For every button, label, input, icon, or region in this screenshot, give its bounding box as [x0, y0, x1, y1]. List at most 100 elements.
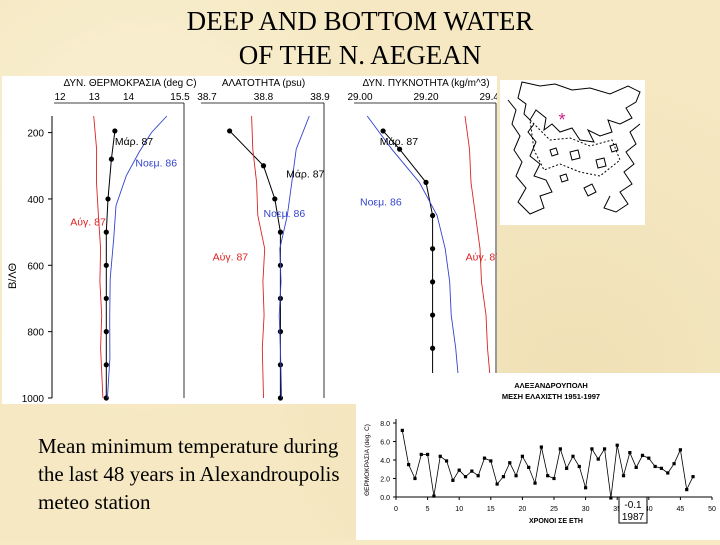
data-point — [666, 471, 669, 474]
data-point — [464, 475, 467, 478]
profile-point — [430, 246, 435, 251]
series-label: Νοεμ. 86 — [264, 208, 306, 220]
data-point — [533, 482, 536, 485]
x-tick-label: 38.7 — [197, 92, 217, 103]
depth-contour — [530, 120, 620, 176]
data-point — [616, 444, 619, 447]
data-point — [609, 496, 612, 499]
x-tick-label: 5 — [426, 506, 430, 513]
y-tick-label: 0.0 — [380, 495, 390, 502]
x-tick-label: 15.5 — [170, 92, 190, 103]
data-point — [540, 445, 543, 448]
data-point — [477, 474, 480, 477]
annotation-year: 1987 — [622, 512, 645, 523]
data-point — [691, 475, 694, 478]
profile-point — [278, 395, 283, 400]
chart-title-line-2: ΜΕΣΗ ΕΛΑΧΙΣΤΗ 1951-1997 — [502, 392, 600, 401]
data-point — [603, 447, 606, 450]
y-tick-label: 8.0 — [380, 421, 390, 428]
y-tick-label: 400 — [27, 195, 44, 206]
profile-point — [430, 312, 435, 317]
profile-point — [105, 196, 110, 201]
y-tick-label: 1000 — [22, 394, 45, 404]
profile-point — [423, 180, 428, 185]
series-label: Μάρ. 87 — [115, 136, 153, 148]
y-tick-label: 6.0 — [380, 440, 390, 447]
series-label: Νοεμ. 86 — [360, 197, 402, 209]
profile-point — [104, 362, 109, 367]
data-point — [502, 475, 505, 478]
profile-point — [104, 395, 109, 400]
profile-point — [227, 128, 232, 133]
profile-line-Νοεμ. 86 — [367, 116, 460, 398]
annotation-value: -0.1 — [624, 500, 642, 511]
data-point — [571, 455, 574, 458]
profile-line-Μάρ. 87 — [383, 131, 433, 398]
x-tick-label: 25 — [550, 506, 558, 513]
data-point — [426, 453, 429, 456]
x-tick-label: 20 — [519, 506, 527, 513]
station-marker: * — [558, 110, 565, 130]
data-point — [407, 463, 410, 466]
panel-title: ΑΛΑΤΟΤΗΤΑ (psu) — [222, 78, 305, 89]
x-axis-label: ΧΡΟΝΟΙ ΣΕ ΕΤΗ — [529, 518, 583, 525]
profile-line-Αύγ. 87 — [94, 116, 103, 398]
data-point — [521, 455, 524, 458]
x-tick-label: 15 — [487, 506, 495, 513]
y-tick-label: 600 — [27, 261, 44, 272]
caption: Mean minimum temperature during the last… — [38, 432, 348, 516]
island-3 — [560, 174, 568, 182]
series-label: Νοεμ. 86 — [135, 157, 177, 169]
series-label: Αύγ. 87 — [466, 251, 497, 263]
data-point — [496, 482, 499, 485]
data-point — [514, 474, 517, 477]
coastline-east — [604, 124, 640, 212]
data-point — [483, 457, 486, 460]
data-point — [432, 494, 435, 497]
data-point — [578, 465, 581, 468]
data-point — [660, 467, 663, 470]
data-point — [439, 455, 442, 458]
x-tick-label: 29.40 — [479, 92, 497, 103]
island-4 — [584, 184, 596, 196]
profile-point — [272, 196, 277, 201]
profile-point — [109, 157, 114, 162]
data-point — [508, 461, 511, 464]
series-label: Μάρ. 87 — [286, 168, 324, 180]
data-point — [451, 479, 454, 482]
series-label: Μάρ. 87 — [380, 136, 418, 148]
x-tick-label: 10 — [455, 506, 463, 513]
island-2 — [596, 158, 606, 168]
y-tick-label: 200 — [27, 129, 44, 140]
y-tick-label: 2.0 — [380, 477, 390, 484]
x-tick-label: 30 — [582, 506, 590, 513]
x-tick-label: 0 — [394, 506, 398, 513]
data-point — [647, 457, 650, 460]
panel-title: ΔΥΝ. ΘΕΡΜΟΚΡΑΣΙΑ (deg C) — [63, 78, 196, 89]
y-tick-label: 4.0 — [380, 458, 390, 465]
x-tick-label: 38.9 — [310, 92, 330, 103]
data-point — [679, 448, 682, 451]
profile-point — [104, 329, 109, 334]
x-tick-label: 38.8 — [254, 92, 274, 103]
data-point — [597, 457, 600, 460]
profile-line-Νοεμ. 86 — [279, 116, 309, 398]
series-label: Αύγ. 87 — [70, 216, 106, 228]
profile-point — [104, 230, 109, 235]
slide-title: DEEP AND BOTTOM WATER OF THE N. AEGEAN — [0, 4, 720, 72]
data-point — [527, 466, 530, 469]
data-point — [635, 466, 638, 469]
data-point — [546, 474, 549, 477]
ctd-profiles-figure: 200 400 600 800 1000 Β/ΛΘ ΔΥΝ. ΘΕΡΜΟΚΡΑΣΙΑ (de… — [2, 76, 497, 404]
min-temperature-chart: ΑΛΕΞΑΝΔΡΟΥΠΟΛΗ ΜΕΣΗ ΕΛΑΧΙΣΤΗ 1951-1997 0.0… — [356, 373, 720, 540]
data-point — [622, 474, 625, 477]
data-point — [401, 429, 404, 432]
coastline — [518, 82, 640, 142]
data-point — [590, 447, 593, 450]
profile-point — [104, 263, 109, 268]
aegean-map: * — [500, 80, 645, 225]
panel-title: ΔΥΝ. ΠΥΚΝΟΤΗΤΑ (kg/m^3) — [362, 78, 489, 89]
data-point — [641, 454, 644, 457]
profile-point — [278, 329, 283, 334]
data-point — [628, 451, 631, 454]
